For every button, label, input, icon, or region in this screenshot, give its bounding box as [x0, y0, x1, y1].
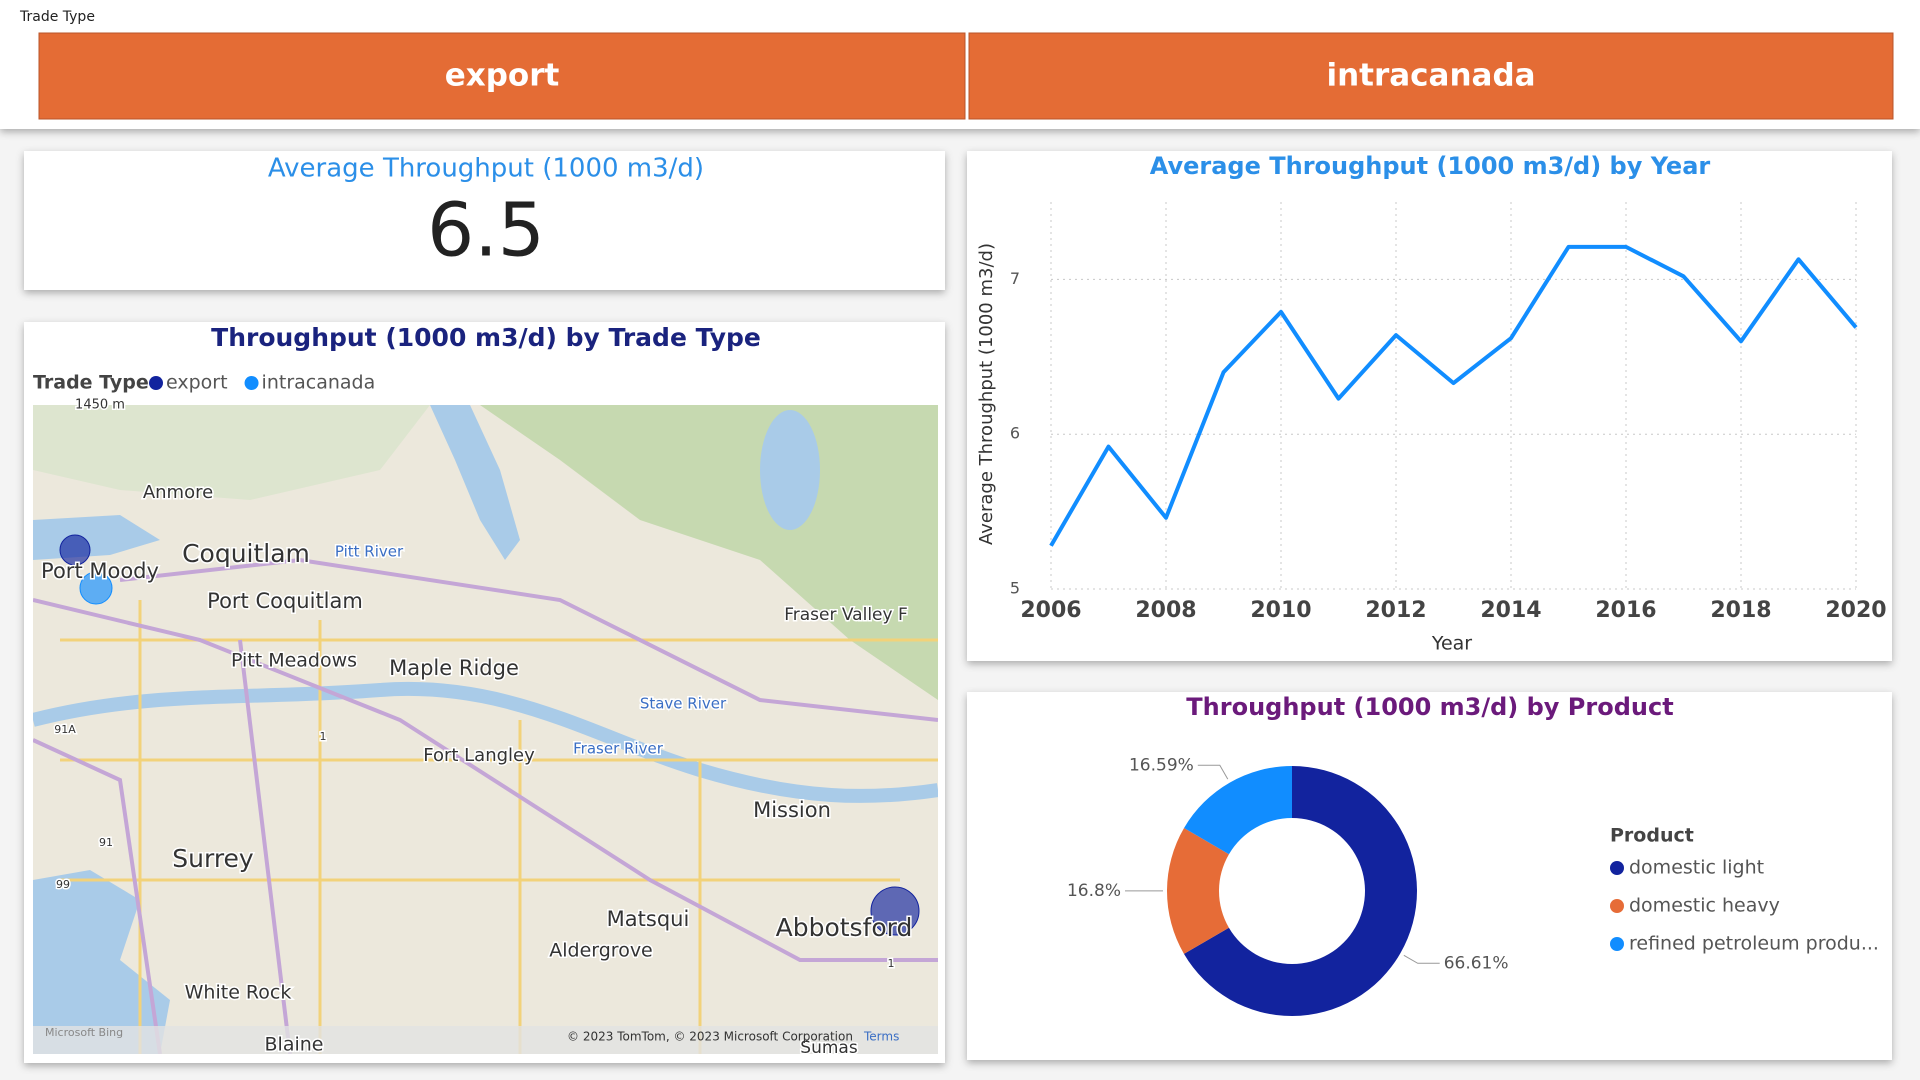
x-axis-label: Year: [1431, 633, 1472, 655]
map-attribution: © 2023 TomTom, © 2023 Microsoft Corporat…: [567, 1030, 853, 1044]
map-bubbles: [59, 534, 920, 936]
legend-marker: [244, 376, 259, 390]
map-legend: export intracanada: [149, 372, 375, 394]
map-place-label: 1: [888, 957, 895, 970]
map-place-label: 1450 m: [75, 398, 125, 413]
card-panel: [24, 151, 945, 290]
map-highway: [33, 557, 938, 1054]
map-footer: [33, 1026, 938, 1054]
map-title: Throughput (1000 m3/d) by Trade Type: [211, 323, 761, 352]
map-water: [33, 870, 170, 1054]
map-place-label: Coquitlam: [182, 539, 310, 568]
map[interactable]: [33, 405, 938, 1054]
slicer-button[interactable]: [968, 32, 1894, 120]
map-road: [60, 600, 938, 1054]
legend-marker: [1610, 861, 1624, 875]
map-brand: Microsoft Bing: [45, 1026, 123, 1039]
card-title: Average Throughput (1000 m3/d): [268, 154, 704, 184]
legend-label: domestic light: [1629, 857, 1764, 879]
chart-title: Average Throughput (1000 m3/d) by Year: [1150, 152, 1711, 180]
map-place-label: Abbotsford: [776, 913, 913, 942]
x-tick-label: 2010: [1250, 598, 1311, 623]
donut-chart: Throughput (1000 m3/d) by Product 66.61% 1…: [1067, 693, 1879, 1016]
map-place-label: 99: [56, 878, 70, 891]
map-place-label: White Rock: [185, 982, 292, 1004]
data-label: 16.8%: [1067, 881, 1121, 901]
donut-panel: [967, 692, 1892, 1060]
x-tick-label: 2012: [1365, 598, 1426, 623]
x-tick-label: 2020: [1825, 598, 1886, 623]
map-place-label: Stave River: [640, 695, 727, 713]
map-place-label: Matsqui: [607, 907, 690, 931]
map-place-label: Maple Ridge: [389, 656, 519, 680]
legend-marker: [1610, 937, 1624, 951]
legend-title: Trade Type: [33, 372, 149, 394]
donut-slice: [1167, 827, 1229, 954]
y-tick-label: 5: [1010, 579, 1020, 598]
leader-line: [1403, 954, 1440, 964]
map-place-label: 91: [99, 836, 113, 849]
map-place-label: Aldergrove: [549, 940, 653, 962]
y-tick-label: 7: [1010, 269, 1020, 288]
map-place-label: Port Moody: [41, 559, 159, 583]
slicer-title: Trade Type: [19, 9, 95, 25]
x-tick-label: 2016: [1595, 598, 1656, 623]
line-panel: [967, 151, 1892, 661]
map-place-label: Blaine: [265, 1034, 324, 1056]
chart-title: Throughput (1000 m3/d) by Product: [1186, 693, 1673, 721]
map-place-label: Port Coquitlam: [207, 589, 363, 613]
legend-label: domestic heavy: [1629, 895, 1780, 917]
card-value: 6.5: [427, 188, 545, 274]
map-bubble: [59, 534, 91, 566]
map-water: [760, 410, 820, 530]
map-labels: 1450 m Anmore Coquitlam Port Moody Port Coqu…: [40, 396, 914, 1060]
map-place-label: Anmore: [143, 482, 213, 503]
map-place-label: 1: [320, 730, 327, 743]
map-bubble: [79, 571, 113, 605]
donut-slice: [1184, 766, 1292, 855]
line-chart: Average Throughput (1000 m3/d) by Year 5 6…: [976, 152, 1887, 655]
map-place-label: 91A: [54, 723, 76, 736]
map-water: [430, 405, 520, 560]
map-place-label: Sumas: [800, 1038, 858, 1058]
leader-line: [1197, 764, 1229, 780]
map-terrain: [480, 405, 938, 700]
legend-label: refined petroleum produ...: [1629, 933, 1879, 955]
map-terms: Terms: [863, 1030, 899, 1044]
y-tick-label: 6: [1010, 424, 1020, 443]
map-place-label: Fraser Valley F: [784, 605, 908, 625]
data-label: 16.59%: [1129, 755, 1194, 775]
slicer-option[interactable]: export: [445, 58, 560, 94]
map-river: [33, 681, 938, 803]
map-place-label: Pitt Meadows: [231, 650, 357, 672]
x-tick-label: 2014: [1480, 598, 1541, 623]
x-tick-label: 2018: [1710, 598, 1771, 623]
donut-slice: [1183, 766, 1418, 1016]
map-place-label: Mission: [753, 798, 831, 822]
legend-marker: [1610, 899, 1624, 913]
map-place-label: Fort Langley: [423, 745, 535, 766]
x-tick-label: 2008: [1135, 598, 1196, 623]
map-terrain: [33, 405, 430, 500]
data-label: 66.61%: [1444, 953, 1509, 973]
slicer-option[interactable]: intracanada: [1326, 58, 1535, 94]
legend-label: intracanada: [262, 372, 376, 394]
map-place-label: Fraser River: [573, 740, 664, 758]
legend-marker: [149, 376, 163, 390]
map-place-label: Pitt River: [335, 543, 404, 561]
slicer-button[interactable]: [38, 32, 966, 120]
legend-label: export: [166, 372, 228, 394]
map-bubble: [870, 886, 920, 936]
line-series: [1049, 244, 1858, 547]
legend-title: Product: [1610, 825, 1694, 847]
y-axis-label: Average Throughput (1000 m3/d): [976, 243, 997, 545]
map-place-label: Surrey: [172, 844, 254, 873]
x-tick-label: 2006: [1020, 598, 1081, 623]
